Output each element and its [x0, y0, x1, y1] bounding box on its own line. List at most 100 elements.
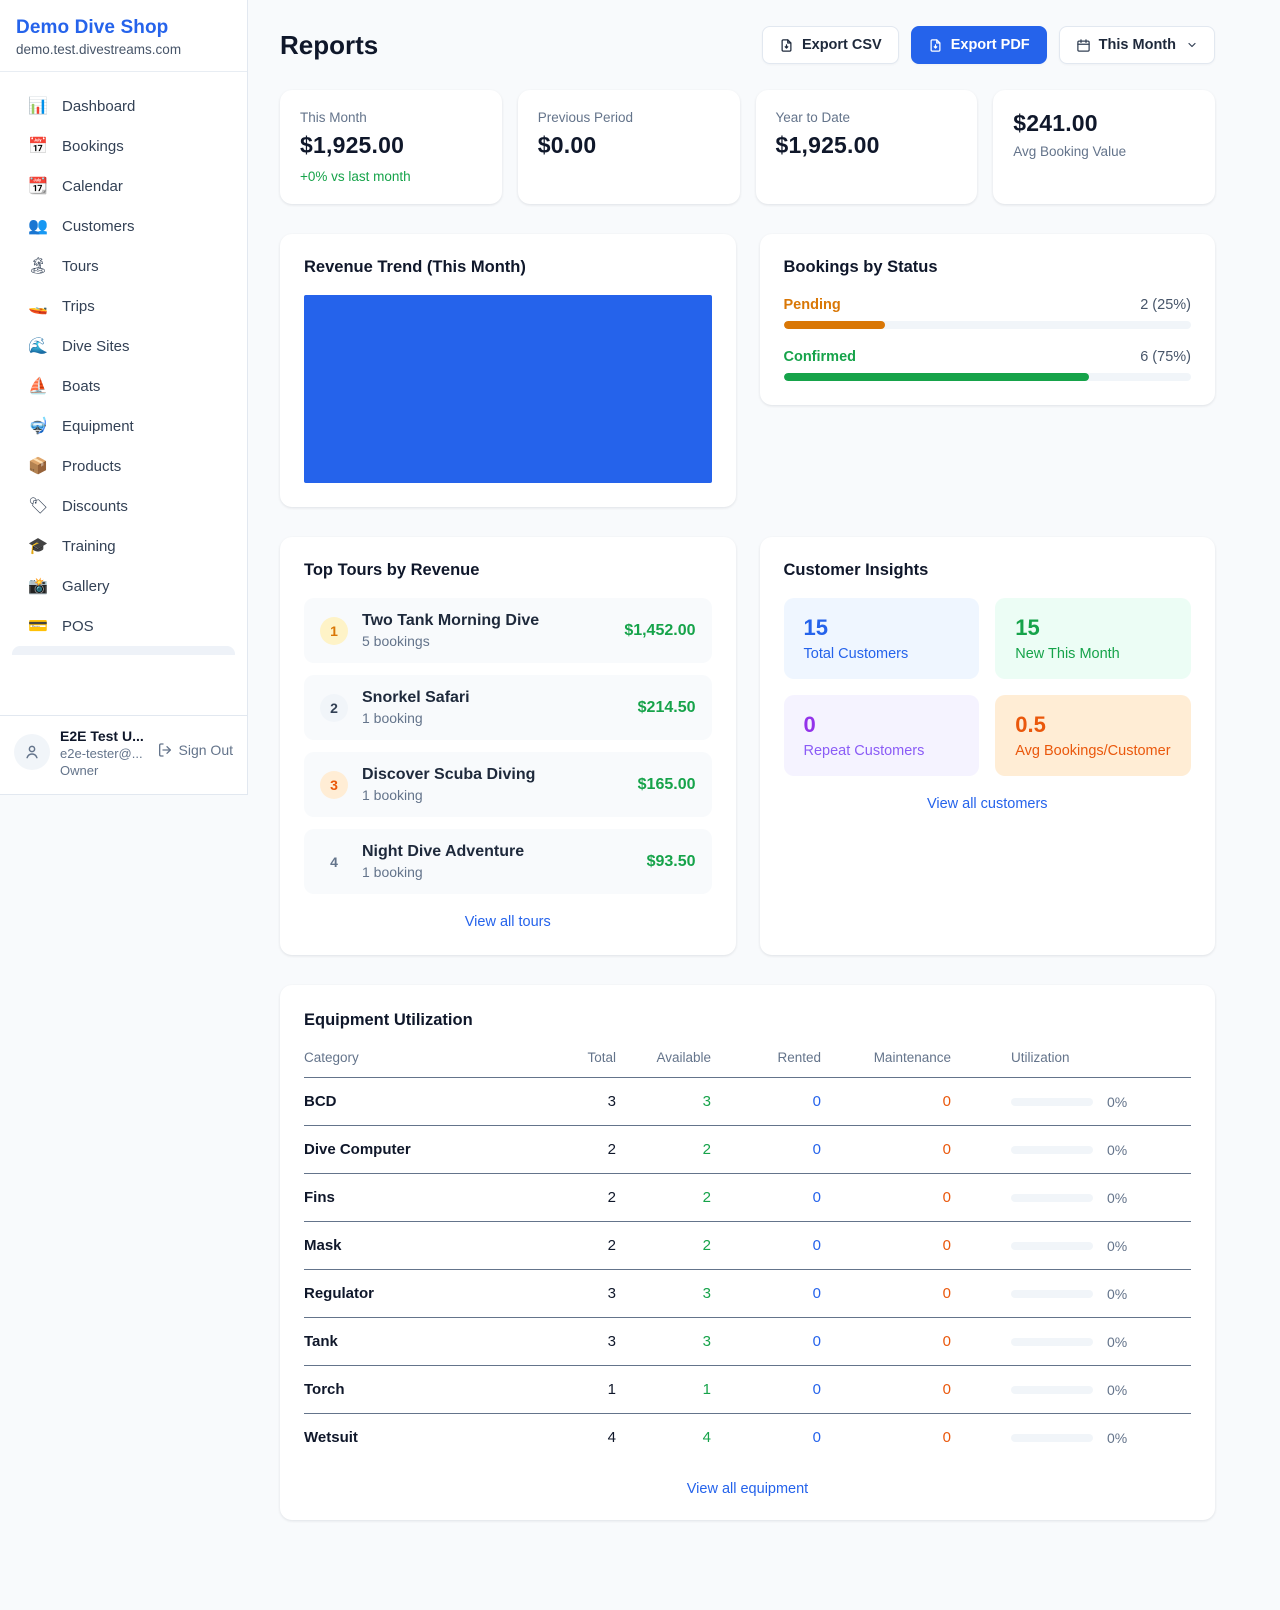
utilization-bar-track: [1011, 1145, 1093, 1154]
tour-name: Snorkel Safari: [362, 689, 470, 706]
sidebar-item-label: Dive Sites: [62, 337, 130, 355]
sidebar-item-label: Equipment: [62, 417, 134, 435]
tag-icon: 🏷: [28, 498, 49, 515]
revenue-trend-chart: [304, 295, 712, 483]
view-all-tours-link[interactable]: View all tours: [464, 914, 551, 930]
tour-bookings: 1 booking: [362, 787, 423, 803]
sidebar-item-customers[interactable]: 👥 Customers: [12, 206, 235, 246]
tour-row[interactable]: 4 Night Dive Adventure 1 booking $93.50: [304, 829, 712, 894]
table-row: Torch 1 1 0 0 0%: [304, 1366, 1191, 1414]
cell-available: 3: [702, 1093, 711, 1110]
sidebar-item-label: Bookings: [62, 137, 124, 155]
cell-total: 1: [607, 1381, 616, 1398]
stat-card-previous-period: Previous Period $0.00: [517, 90, 740, 204]
cell-rented: 0: [812, 1333, 821, 1350]
status-label: Pending: [783, 297, 841, 313]
tour-bookings: 1 booking: [362, 710, 423, 726]
sidebar-item-gallery[interactable]: 📸 Gallery: [12, 566, 235, 606]
tour-name: Night Dive Adventure: [362, 843, 525, 860]
shop-name[interactable]: Demo Dive Shop: [16, 17, 169, 38]
stat-label: Year to Date: [775, 110, 851, 125]
sidebar-item-boats[interactable]: ⛵ Boats: [12, 366, 235, 406]
sidebar-item-label: Discounts: [62, 497, 128, 515]
cell-utilization: 0%: [951, 1094, 1191, 1110]
cell-utilization: 0%: [951, 1238, 1191, 1254]
sidebar-item-calendar[interactable]: 📆 Calendar: [12, 166, 235, 206]
sidebar-item-pos[interactable]: 💳 POS: [12, 606, 235, 646]
equipment-utilization-card: Equipment Utilization Category Total Ava…: [280, 985, 1215, 1520]
view-all-equipment-link[interactable]: View all equipment: [686, 1481, 809, 1497]
tour-row[interactable]: 2 Snorkel Safari 1 booking $214.50: [304, 675, 712, 740]
sailboat-icon: ⛵: [28, 378, 48, 395]
sidebar-item-products[interactable]: 📦 Products: [12, 446, 235, 486]
sidebar-item-dive-sites[interactable]: 🌊 Dive Sites: [12, 326, 235, 366]
user-name: E2E Test U...: [60, 728, 144, 744]
cell-available: 2: [702, 1237, 711, 1254]
cell-maintenance: 0: [942, 1237, 951, 1254]
status-label: Confirmed: [783, 349, 857, 365]
sidebar-item-discounts[interactable]: 🏷 Discounts: [12, 486, 235, 526]
cell-available: 3: [702, 1333, 711, 1350]
sidebar-item-trips[interactable]: 🚤 Trips: [12, 286, 235, 326]
equipment-table-header: Category Total Available Rented Maintena…: [304, 1050, 1191, 1078]
cell-category: Torch: [304, 1381, 345, 1398]
cell-rented: 0: [812, 1141, 821, 1158]
sidebar-item-bookings[interactable]: 📅 Bookings: [12, 126, 235, 166]
status-count: 2 (25%): [1140, 297, 1191, 313]
calendar-icon: [1076, 38, 1090, 52]
bookings-by-status-title: Bookings by Status: [783, 258, 938, 276]
cell-utilization: 0%: [951, 1430, 1191, 1446]
stat-label: Avg Booking Value: [1013, 144, 1127, 159]
revenue-trend-title: Revenue Trend (This Month): [304, 258, 526, 276]
sidebar-item-dashboard[interactable]: 📊 Dashboard: [12, 86, 235, 126]
table-row: Fins 2 2 0 0 0%: [304, 1174, 1191, 1222]
column-header-utilization: Utilization: [1011, 1050, 1070, 1065]
user-email: e2e-tester@...: [60, 746, 143, 761]
status-bar-track: [783, 373, 1191, 381]
sidebar-item-label: Trips: [62, 297, 95, 315]
insight-tile-total-customers: 15 Total Customers: [783, 598, 980, 679]
cell-utilization: 0%: [951, 1382, 1191, 1398]
package-icon: 📦: [28, 458, 48, 475]
utilization-bar-track: [1011, 1337, 1093, 1346]
tour-row[interactable]: 1 Two Tank Morning Dive 5 bookings $1,45…: [304, 598, 712, 663]
sidebar-item-label: Training: [62, 537, 116, 555]
export-pdf-button[interactable]: Export PDF: [910, 26, 1047, 64]
status-count: 6 (75%): [1140, 349, 1191, 365]
main-content: Reports Export CSV Export PDF: [248, 0, 1280, 1560]
export-csv-button[interactable]: Export CSV: [761, 26, 899, 64]
sidebar-item-label: Calendar: [62, 177, 123, 195]
file-download-icon: [781, 38, 792, 52]
insight-value: 0.5: [1015, 712, 1046, 737]
tour-name: Discover Scuba Diving: [362, 766, 536, 783]
cell-utilization: 0%: [951, 1142, 1191, 1158]
sidebar-item-label: Tours: [62, 257, 99, 275]
cell-total: 2: [607, 1189, 616, 1206]
sign-out-button[interactable]: Sign Out: [157, 742, 233, 758]
camera-icon: 📸: [28, 578, 48, 595]
insight-grid: 15 Total Customers 15 New This Month 0 R…: [783, 598, 1191, 776]
cell-category: Tank: [304, 1333, 338, 1350]
sidebar-item-label: Boats: [62, 377, 101, 395]
tour-row[interactable]: 3 Discover Scuba Diving 1 booking $165.0…: [304, 752, 712, 817]
sidebar-item-active-partial[interactable]: [12, 646, 235, 655]
table-row: BCD 3 3 0 0 0%: [304, 1078, 1191, 1126]
top-tours-title: Top Tours by Revenue: [304, 561, 480, 579]
stat-card-this-month: This Month $1,925.00 +0% vs last month: [280, 90, 502, 204]
table-row: Mask 2 2 0 0 0%: [304, 1222, 1191, 1270]
tour-revenue: $165.00: [637, 775, 696, 793]
insight-value: 0: [803, 712, 816, 737]
period-dropdown[interactable]: This Month: [1058, 26, 1215, 64]
view-all-customers-link[interactable]: View all customers: [926, 796, 1048, 812]
wave-icon: 🌊: [28, 338, 48, 355]
cell-maintenance: 0: [942, 1285, 951, 1302]
cell-category: Mask: [304, 1237, 342, 1254]
user-panel: E2E Test U... e2e-tester@... Owner Sign …: [0, 715, 247, 794]
status-bar-fill: [783, 321, 886, 329]
sidebar-item-tours[interactable]: 🏝 Tours: [12, 246, 235, 286]
sidebar-item-training[interactable]: 🎓 Training: [12, 526, 235, 566]
sidebar-item-equipment[interactable]: 🤿 Equipment: [12, 406, 235, 446]
cell-utilization: 0%: [951, 1286, 1191, 1302]
cell-rented: 0: [812, 1381, 821, 1398]
cell-total: 2: [607, 1141, 616, 1158]
